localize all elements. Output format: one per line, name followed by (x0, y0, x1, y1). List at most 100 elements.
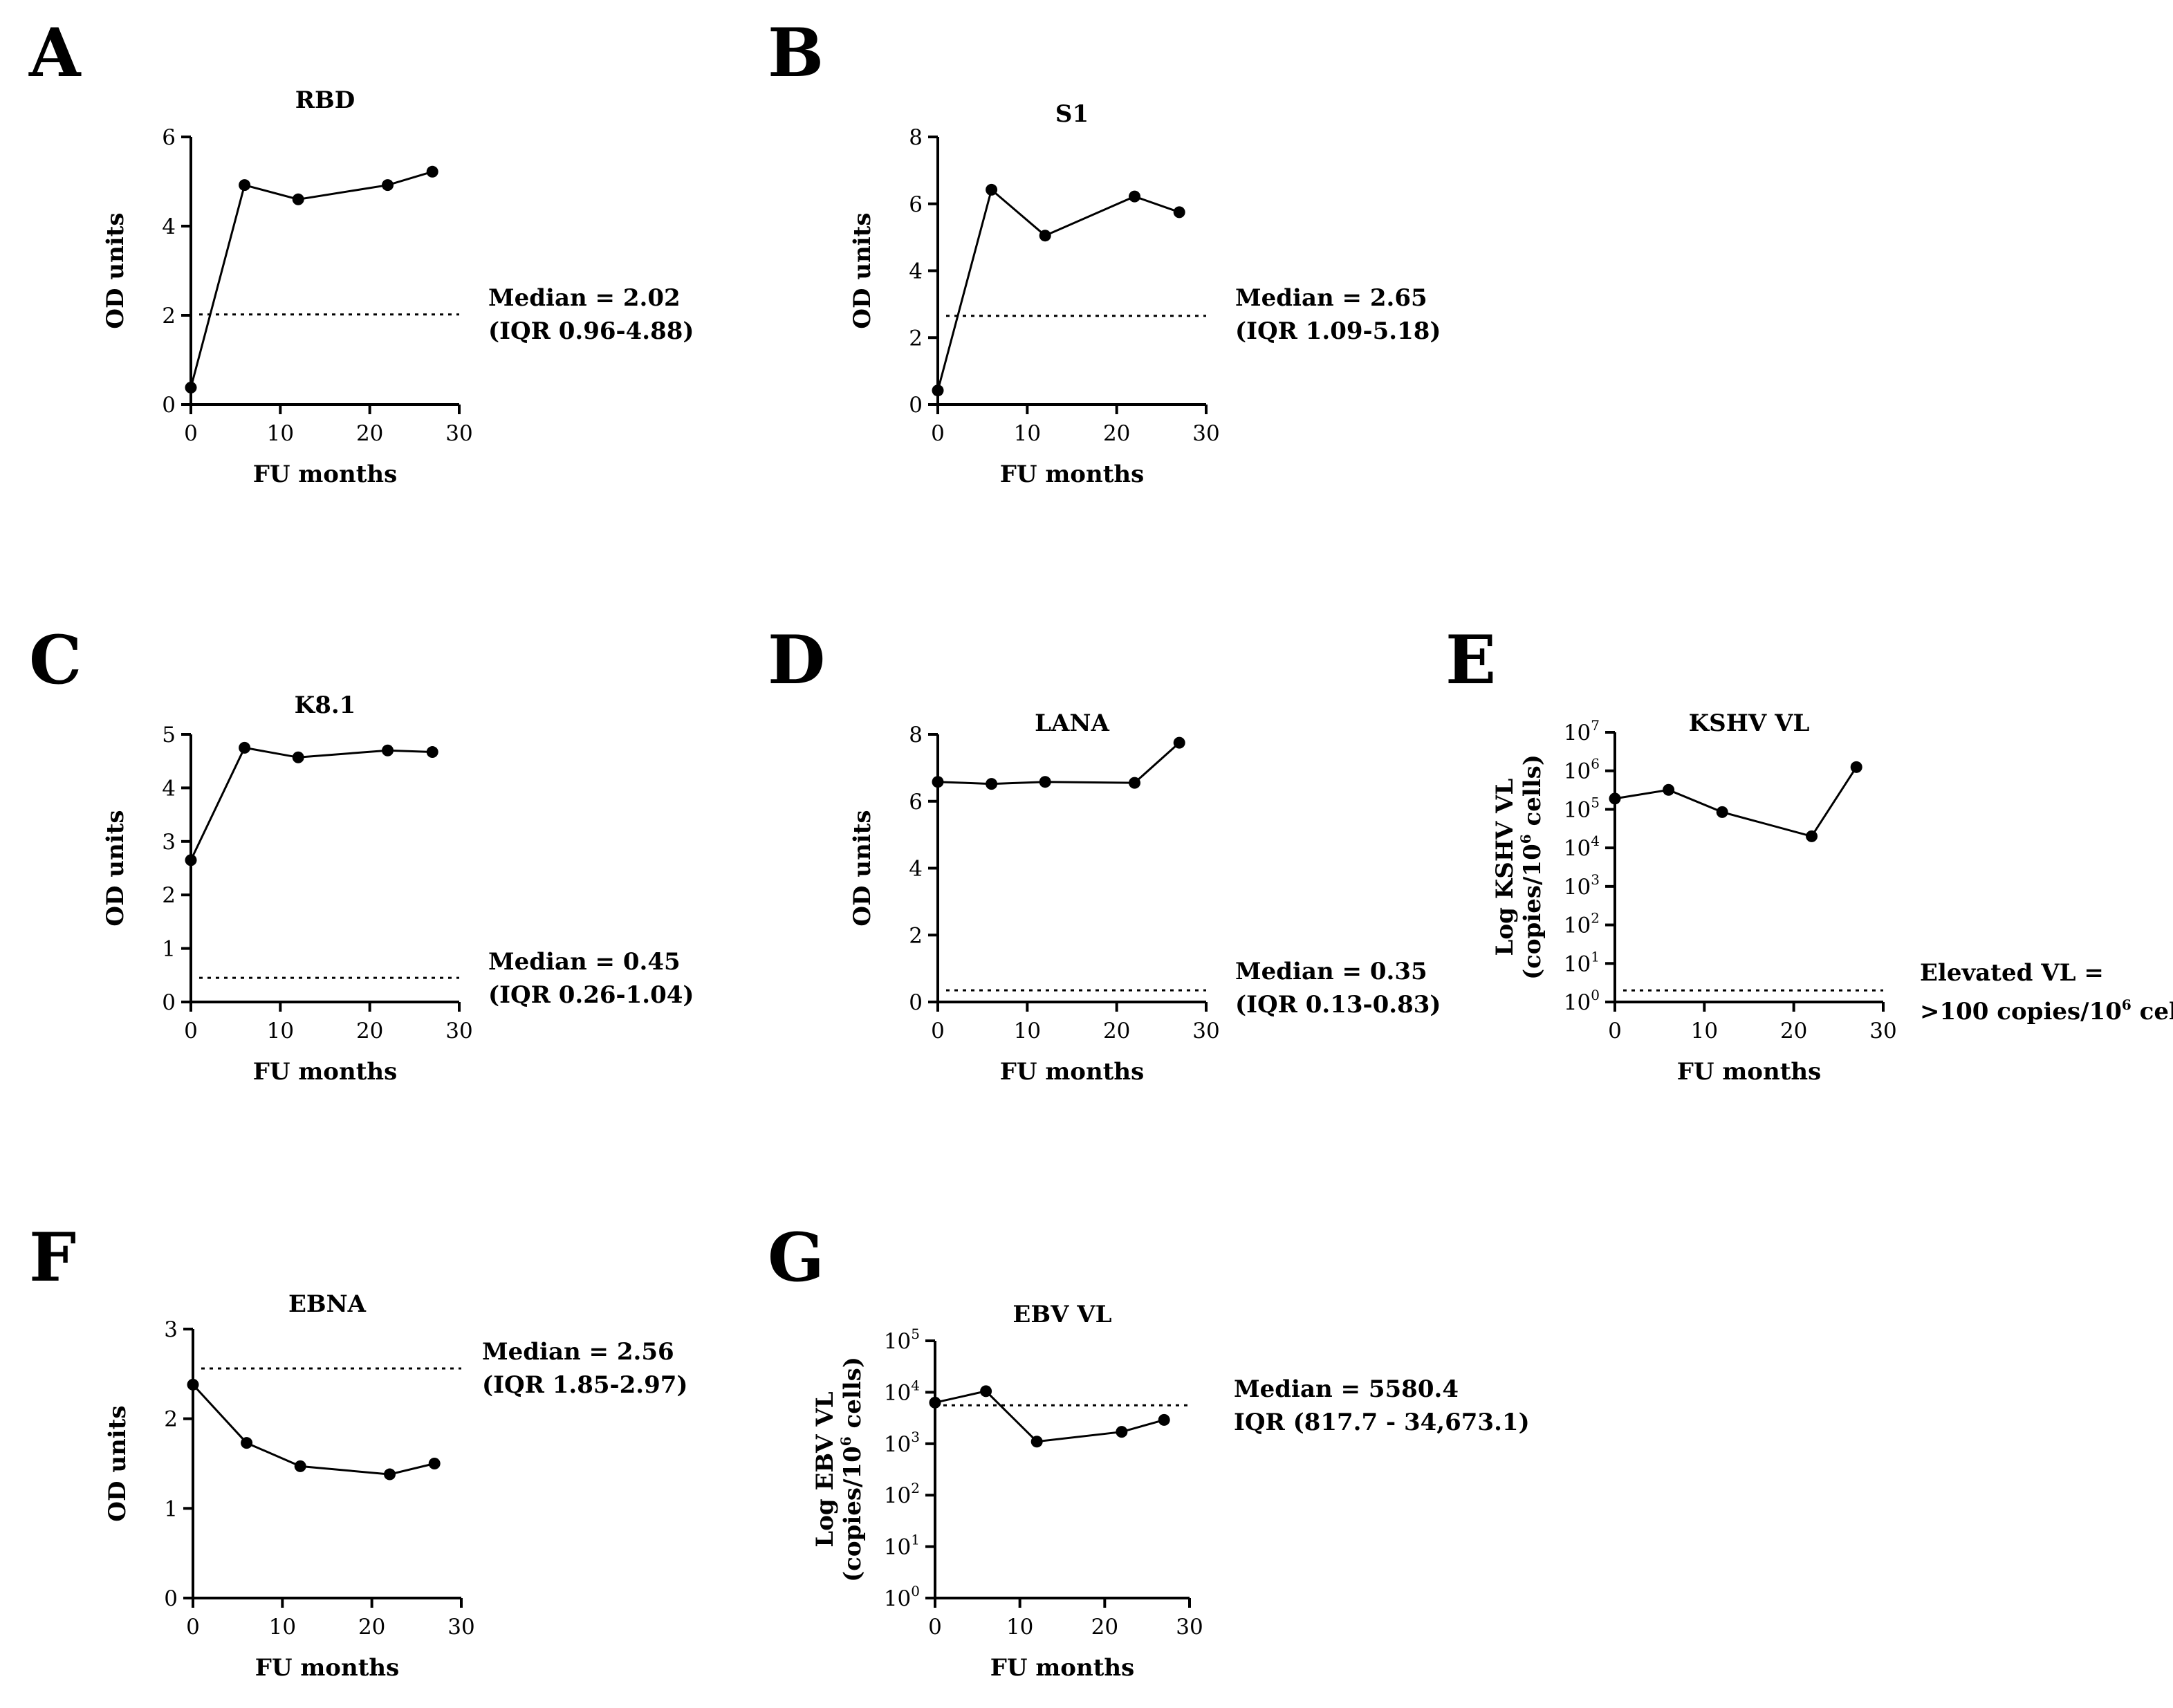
data-point-a (292, 193, 304, 205)
y-tick-label-c: 5 (162, 723, 176, 748)
data-point-d (1129, 777, 1141, 789)
annotation-d-2: (IQR 0.13-0.83) (1235, 991, 1441, 1019)
series-line-a (189, 170, 433, 388)
chart-title-f: EBNA (288, 1290, 367, 1318)
data-point-d (932, 776, 944, 788)
x-axis-label-f: FU months (255, 1654, 400, 1682)
chart-title-a: RBD (295, 86, 355, 114)
panel-letter-c: C (29, 621, 82, 699)
panel-d: D LANA 0 10 20 30 0 2 4 6 8 FU months OD units Median… (768, 621, 1441, 1086)
data-point-g (980, 1385, 992, 1398)
x-tick-label-g: 20 (1091, 1615, 1118, 1640)
x-tick-label-b: 20 (1103, 421, 1130, 446)
y-tick-label-g: 101 (884, 1532, 920, 1560)
y-tick-label-f: 3 (164, 1317, 178, 1342)
x-axis-label-b: FU months (1000, 461, 1145, 488)
y-tick-label-g: 100 (884, 1583, 920, 1611)
annotation-e-2: >100 copies/106 cells (1920, 996, 2173, 1025)
y-tick-label-e: 103 (1564, 871, 1600, 900)
data-point-c (426, 746, 438, 759)
panel-f: F EBNA 0 10 20 30 0 1 2 3 FU months OD units Median … (29, 1218, 688, 1682)
x-tick-label-d: 20 (1103, 1019, 1130, 1043)
x-tick-label-e: 0 (1608, 1019, 1622, 1043)
x-tick-label-a: 20 (356, 421, 383, 446)
panel-a: A RBD 0 10 20 30 0 2 4 6 FU months OD units Median =… (28, 14, 694, 488)
x-axis-label-c: FU months (253, 1058, 398, 1086)
x-tick-label-b: 30 (1192, 421, 1219, 446)
data-point-g (1116, 1426, 1128, 1438)
data-point-c (382, 744, 394, 756)
data-point-b (986, 183, 998, 196)
panel-letter-b: B (768, 14, 824, 92)
data-point-a (426, 165, 438, 178)
y-tick-label-e: 107 (1564, 717, 1600, 745)
y-tick-label-g: 104 (884, 1377, 920, 1405)
y-tick-label-b: 8 (909, 125, 923, 150)
x-tick-label-f: 30 (447, 1615, 474, 1640)
x-axis-label-g: FU months (990, 1654, 1135, 1682)
data-point-f (294, 1460, 306, 1472)
y-axis-label-f: OD units (104, 1405, 131, 1521)
panel-letter-f: F (29, 1218, 76, 1297)
y-tick-label-a: 4 (162, 214, 176, 239)
data-point-e (1716, 806, 1728, 818)
data-point-e (1806, 830, 1818, 842)
y-tick-label-e: 102 (1564, 910, 1600, 938)
x-tick-label-g: 10 (1006, 1615, 1033, 1640)
panel-letter-g: G (768, 1218, 824, 1297)
x-axis-label-d: FU months (1000, 1058, 1145, 1086)
y-tick-label-f: 0 (164, 1586, 178, 1611)
panel-letter-d: D (768, 621, 825, 699)
x-tick-label-c: 30 (445, 1019, 472, 1043)
y-axis-label-c: OD units (102, 810, 129, 926)
panel-b: B S1 0 10 20 30 0 2 4 6 8 FU months OD units Median =… (768, 14, 1441, 488)
annotation-e-1: Elevated VL = (1920, 959, 2104, 987)
annotation-b-2: (IQR 1.09-5.18) (1235, 317, 1441, 345)
x-tick-label-b: 0 (931, 421, 945, 446)
x-tick-label-g: 0 (928, 1615, 942, 1640)
series-line-b (936, 187, 1180, 391)
series-line-d (937, 741, 1181, 786)
x-tick-label-f: 0 (186, 1615, 200, 1640)
x-tick-label-d: 10 (1014, 1019, 1041, 1043)
x-tick-label-f: 10 (269, 1615, 296, 1640)
x-tick-label-b: 10 (1014, 421, 1041, 446)
data-point-b (1173, 206, 1185, 219)
y-axis-label-a: OD units (102, 212, 129, 328)
annotation-a-2: (IQR 0.96-4.88) (488, 317, 694, 345)
data-point-a (382, 179, 394, 192)
data-point-e (1609, 792, 1621, 805)
series-line-e (1614, 766, 1858, 838)
y-tick-label-f: 1 (164, 1496, 178, 1521)
y-tick-label-a: 2 (162, 304, 176, 328)
data-point-g (1158, 1413, 1170, 1426)
data-point-a (239, 179, 251, 192)
annotation-a-1: Median = 2.02 (488, 284, 681, 312)
panel-g: G EBV VL 0 10 20 30 100 101 102 103 104 105 FU month… (768, 1218, 1530, 1682)
x-tick-label-e: 20 (1780, 1019, 1807, 1043)
y-axis-label-g: Log EBV VL (811, 1391, 839, 1547)
annotation-f-2: (IQR 1.85-2.97) (482, 1371, 688, 1399)
data-point-g (1030, 1436, 1043, 1448)
y-tick-label-c: 1 (162, 937, 176, 962)
annotation-c-2: (IQR 0.26-1.04) (488, 981, 694, 1009)
data-point-c (239, 741, 251, 754)
chart-title-e: KSHV VL (1689, 709, 1810, 737)
chart-title-b: S1 (1055, 100, 1089, 128)
data-point-d (1173, 736, 1185, 749)
data-point-f (187, 1378, 199, 1391)
data-point-e (1663, 783, 1675, 796)
x-tick-label-a: 30 (445, 421, 472, 446)
y-tick-label-c: 3 (162, 830, 176, 855)
x-tick-label-g: 30 (1176, 1615, 1203, 1640)
y-tick-label-d: 2 (909, 923, 923, 948)
y-tick-label-f: 2 (164, 1407, 178, 1432)
annotation-d-1: Median = 0.35 (1235, 958, 1427, 985)
y-tick-label-c: 4 (162, 776, 176, 801)
y-tick-label-b: 0 (909, 393, 923, 418)
y-tick-label-d: 6 (909, 790, 923, 815)
y-tick-label-e: 105 (1564, 794, 1600, 822)
series-line-g (934, 1390, 1165, 1443)
y-axis-label-d: OD units (849, 810, 876, 926)
